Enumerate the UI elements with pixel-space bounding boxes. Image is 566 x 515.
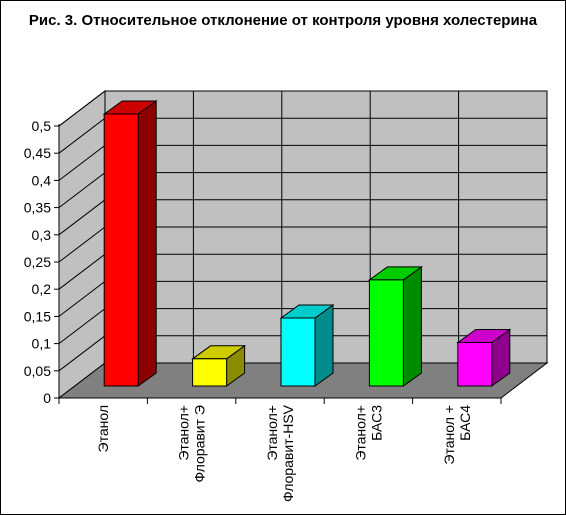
- category-label-line: Флоравит Э: [192, 405, 208, 483]
- category-label-line: Этанол: [95, 405, 111, 452]
- category-label-line: Этанол+: [264, 405, 280, 461]
- category-label-line: Этанол+: [352, 405, 368, 461]
- bar: [368, 279, 404, 387]
- category-label-line: БАС4: [457, 405, 473, 441]
- gridline: [58, 90, 547, 127]
- category-label-line: Этанол +: [441, 405, 457, 465]
- y-tick-label: 0,45: [24, 145, 51, 161]
- category-label: Этанол +БАС4: [441, 405, 473, 465]
- y-tick-label: 0: [43, 390, 51, 406]
- bar-side: [137, 100, 157, 387]
- bar: [457, 341, 493, 387]
- y-tick-label: 0,25: [24, 254, 51, 270]
- y-tick-label: 0,05: [24, 363, 51, 379]
- y-tick-label: 0,2: [32, 281, 52, 297]
- bar: [103, 113, 139, 387]
- category-label: Этанол+Флоравит Э: [176, 405, 208, 483]
- category-label: Этанол+Флоравит-HSV: [264, 404, 296, 502]
- category-label-line: Флоравит-HSV: [280, 404, 296, 502]
- y-tick-label: 0,35: [24, 200, 51, 216]
- y-tick-label: 0,4: [32, 172, 52, 188]
- bar: [192, 358, 228, 387]
- bar-side: [402, 265, 422, 387]
- category-label-line: Этанол+: [176, 405, 192, 461]
- bar-side: [314, 304, 334, 387]
- y-tick-label: 0,1: [32, 336, 52, 352]
- category-label: Этанол+БАС3: [352, 405, 384, 461]
- category-label-line: БАС3: [368, 405, 384, 441]
- category-label: Этанол: [95, 405, 111, 452]
- y-tick-label: 0,5: [32, 118, 52, 134]
- y-tick-label: 0,15: [24, 308, 51, 324]
- y-tick-label: 0,3: [32, 227, 52, 243]
- bar: [280, 317, 316, 387]
- chart-title: Рис. 3. Относительное отклонение от конт…: [28, 12, 538, 29]
